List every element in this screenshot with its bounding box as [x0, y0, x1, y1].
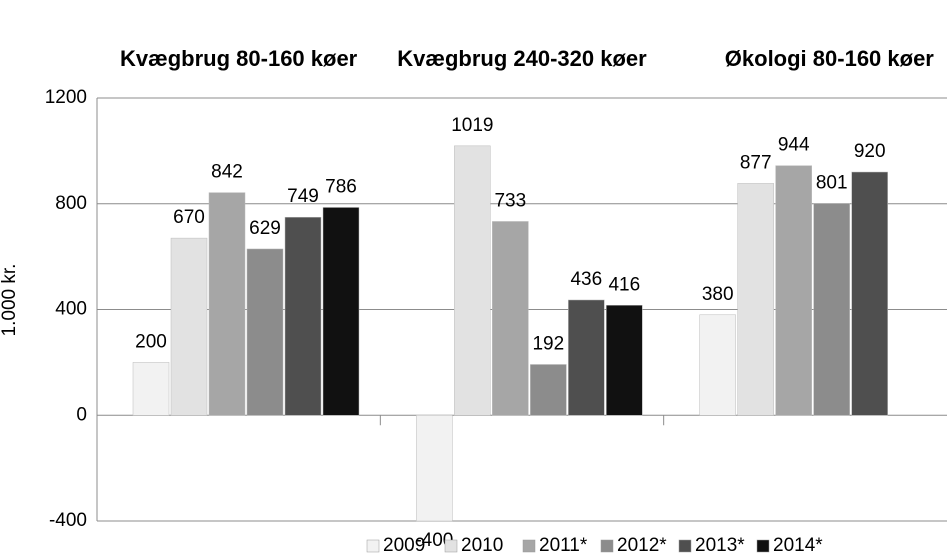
legend-swatch	[678, 539, 692, 553]
bar	[246, 248, 284, 416]
data-label: 1019	[451, 115, 493, 136]
legend-swatch	[366, 539, 380, 553]
y-tick-label: 800	[55, 193, 87, 214]
data-label: 380	[702, 284, 734, 305]
data-label: -400	[415, 530, 453, 551]
bar	[530, 364, 567, 416]
data-label: 920	[854, 141, 886, 162]
y-tick-label: 400	[55, 299, 87, 320]
data-label: 629	[249, 218, 281, 239]
data-label: 192	[532, 334, 564, 355]
data-label: 670	[173, 207, 205, 228]
legend-label: 2014*	[773, 535, 823, 555]
legend-label: 2009	[383, 535, 425, 555]
bar	[568, 299, 605, 416]
bar	[322, 207, 360, 416]
y-tick-label: 1200	[45, 87, 87, 108]
bar	[132, 362, 170, 416]
data-label: 733	[494, 190, 526, 211]
category-label: Kvægbrug 240-320 køer	[397, 46, 647, 71]
data-label: 786	[325, 176, 357, 197]
bar	[775, 165, 812, 416]
category-label: Økologi 80-160 køer	[724, 46, 934, 71]
bar	[737, 183, 774, 416]
data-label: 749	[287, 186, 319, 207]
legend-label: 2011*	[539, 535, 588, 555]
data-label: 877	[740, 152, 772, 173]
data-label: 842	[211, 162, 243, 183]
category-label: Kvægbrug 80-160 køer	[120, 46, 358, 71]
bar	[813, 203, 850, 416]
bar	[492, 221, 529, 416]
legend-swatch	[444, 539, 458, 553]
bar	[416, 415, 453, 522]
bar	[454, 145, 491, 416]
bar	[699, 314, 736, 416]
bar	[284, 216, 322, 416]
bar	[851, 171, 888, 416]
legend-label: 2010	[461, 535, 503, 555]
bar	[606, 305, 643, 416]
data-label: 200	[135, 331, 167, 352]
y-tick-label: 0	[76, 404, 87, 425]
data-label: 801	[816, 173, 848, 194]
legend-swatch	[522, 539, 536, 553]
legend-label: 2012*	[617, 535, 667, 555]
legend-swatch	[756, 539, 770, 553]
data-label: 436	[570, 269, 602, 290]
y-tick-label: -400	[49, 510, 87, 531]
data-label: 944	[778, 135, 810, 156]
y-axis-label: 1.000 kr.	[0, 264, 20, 337]
bar	[170, 237, 208, 416]
data-label: 416	[608, 274, 640, 295]
legend-label: 2013*	[695, 535, 745, 555]
bar	[208, 192, 246, 416]
legend-swatch	[600, 539, 614, 553]
